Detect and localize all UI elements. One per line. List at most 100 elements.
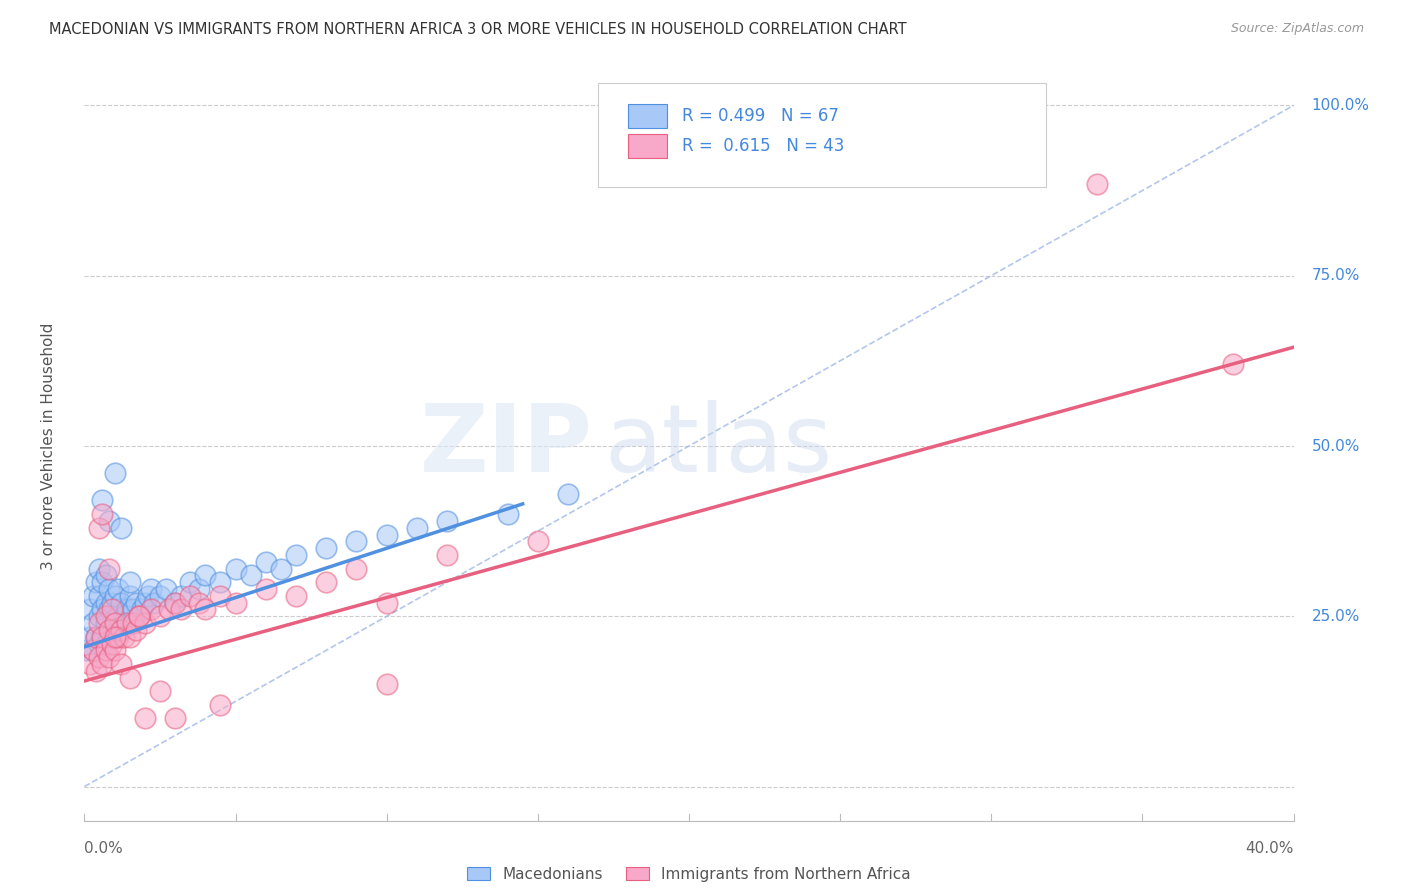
Point <box>128 609 150 624</box>
Point <box>79 630 101 644</box>
Point <box>118 589 141 603</box>
Point <box>76 643 98 657</box>
Point <box>128 609 150 624</box>
Point <box>188 596 211 610</box>
Point <box>254 582 277 596</box>
Point <box>79 657 101 671</box>
Point <box>100 602 122 616</box>
Point <box>94 596 117 610</box>
Point <box>179 575 201 590</box>
Point <box>142 596 165 610</box>
Point <box>375 677 398 691</box>
Point <box>89 650 111 665</box>
FancyBboxPatch shape <box>628 103 668 128</box>
Point <box>91 657 114 671</box>
Point <box>104 616 127 631</box>
Point <box>100 623 122 637</box>
Point <box>157 602 180 616</box>
Point <box>89 561 111 575</box>
Point <box>104 630 127 644</box>
Point <box>139 582 162 596</box>
Point <box>79 602 101 616</box>
Text: Source: ZipAtlas.com: Source: ZipAtlas.com <box>1230 22 1364 36</box>
Point <box>94 616 117 631</box>
Point <box>86 630 108 644</box>
Point <box>107 630 129 644</box>
Point <box>82 643 104 657</box>
Point <box>112 609 135 624</box>
Point <box>149 609 172 624</box>
Point <box>100 596 122 610</box>
Point <box>527 534 550 549</box>
Point <box>121 602 143 616</box>
Point <box>89 589 111 603</box>
Point <box>110 623 132 637</box>
Point <box>179 589 201 603</box>
Text: R = 0.499   N = 67: R = 0.499 N = 67 <box>682 106 838 125</box>
Point <box>134 711 156 725</box>
Point <box>91 507 114 521</box>
Point <box>100 636 122 650</box>
Point <box>155 582 177 596</box>
Text: 75.0%: 75.0% <box>1312 268 1360 283</box>
Point <box>194 568 217 582</box>
Text: 40.0%: 40.0% <box>1246 841 1294 856</box>
Point <box>110 657 132 671</box>
Point <box>97 582 120 596</box>
Point <box>86 664 108 678</box>
Point <box>107 609 129 624</box>
Point <box>110 596 132 610</box>
Point <box>346 561 368 575</box>
Point <box>118 616 141 631</box>
Point <box>557 486 579 500</box>
Point <box>94 568 117 582</box>
Point <box>110 623 132 637</box>
Point <box>125 596 148 610</box>
FancyBboxPatch shape <box>599 83 1046 187</box>
Point <box>94 609 117 624</box>
Point <box>89 521 111 535</box>
Point <box>165 596 187 610</box>
Text: R =  0.615   N = 43: R = 0.615 N = 43 <box>682 136 844 154</box>
Point <box>149 589 172 603</box>
Point <box>315 541 337 556</box>
Point <box>91 630 114 644</box>
Point <box>270 561 292 575</box>
Point <box>1085 177 1108 191</box>
Point <box>86 630 108 644</box>
Point <box>131 602 153 616</box>
Point <box>496 507 519 521</box>
Point <box>91 602 114 616</box>
Point <box>107 582 129 596</box>
Point <box>165 711 187 725</box>
Point <box>97 602 120 616</box>
Point <box>118 575 141 590</box>
Point <box>436 514 458 528</box>
Point <box>104 589 127 603</box>
Point <box>118 630 141 644</box>
Point <box>91 575 114 590</box>
Point <box>254 555 277 569</box>
Point <box>91 630 114 644</box>
Text: 25.0%: 25.0% <box>1312 609 1360 624</box>
Point <box>285 548 308 562</box>
Point <box>285 589 308 603</box>
Point <box>82 616 104 631</box>
Point <box>89 616 111 631</box>
Point <box>94 636 117 650</box>
Point <box>104 643 127 657</box>
Point <box>346 534 368 549</box>
Point <box>315 575 337 590</box>
Point <box>188 582 211 596</box>
Point <box>89 636 111 650</box>
Point <box>1222 357 1244 371</box>
Point <box>128 609 150 624</box>
Text: 0.0%: 0.0% <box>84 841 124 856</box>
Point <box>194 602 217 616</box>
Point <box>104 467 127 481</box>
Point <box>86 575 108 590</box>
Point <box>406 521 429 535</box>
Point <box>149 684 172 698</box>
Legend: Macedonians, Immigrants from Northern Africa: Macedonians, Immigrants from Northern Af… <box>461 861 917 888</box>
Point <box>134 596 156 610</box>
